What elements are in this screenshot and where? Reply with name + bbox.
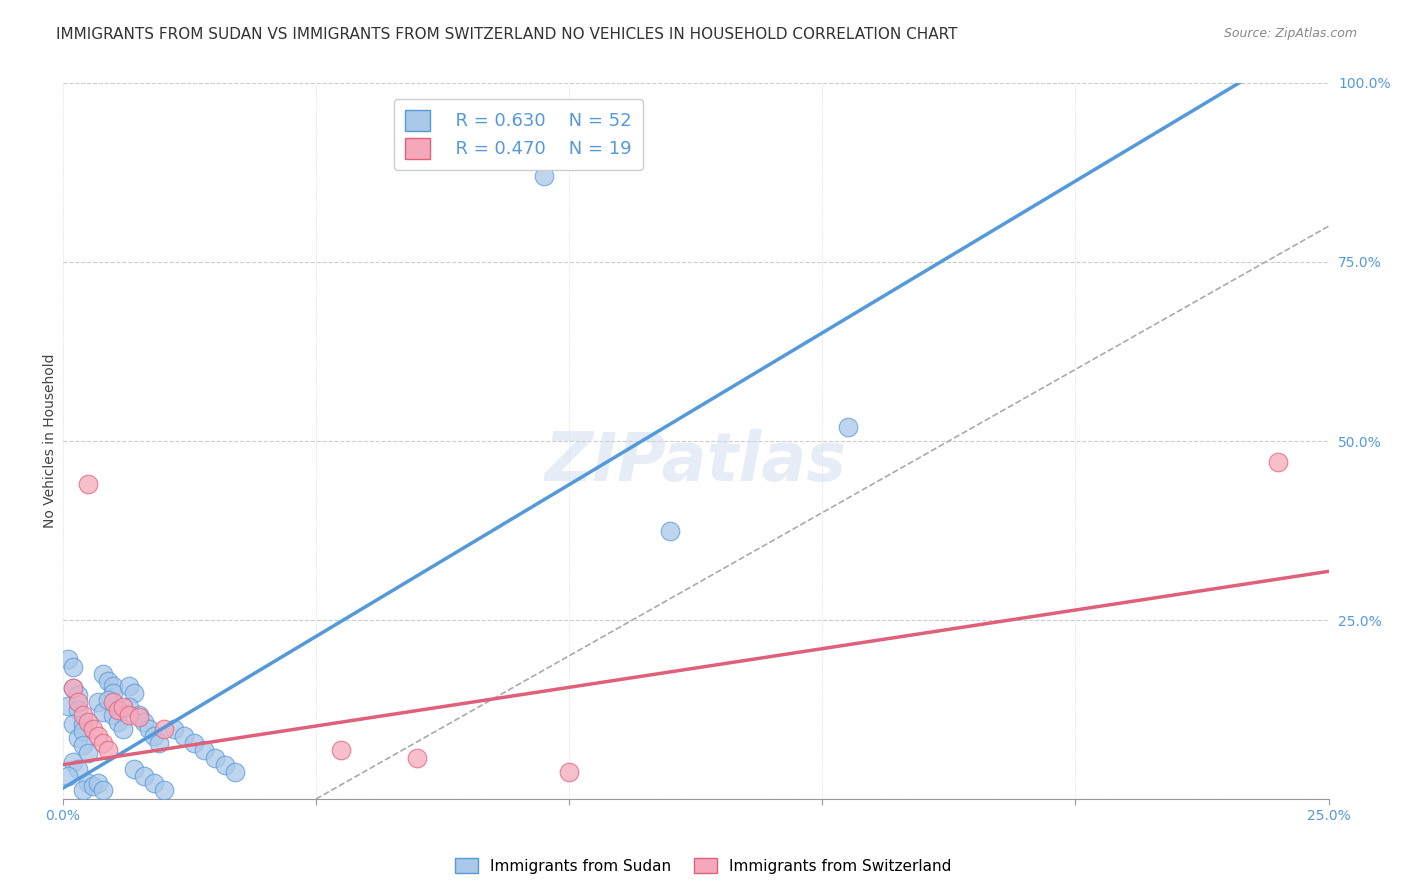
Text: Source: ZipAtlas.com: Source: ZipAtlas.com — [1223, 27, 1357, 40]
Point — [82, 779, 104, 793]
Point — [91, 783, 114, 797]
Point — [107, 714, 129, 729]
Point — [97, 693, 120, 707]
Point — [66, 688, 89, 702]
Point — [97, 743, 120, 757]
Point — [56, 652, 79, 666]
Point — [72, 783, 94, 797]
Point — [117, 679, 139, 693]
Point — [56, 769, 79, 783]
Point — [163, 722, 186, 736]
Point — [66, 731, 89, 746]
Point — [117, 707, 139, 722]
Point — [72, 707, 94, 722]
Point — [128, 709, 150, 723]
Point — [193, 743, 215, 757]
Point — [66, 702, 89, 716]
Point — [1267, 455, 1289, 469]
Point — [62, 681, 84, 695]
Point — [153, 722, 176, 736]
Point — [72, 724, 94, 739]
Legend:   R = 0.630    N = 52,   R = 0.470    N = 19: R = 0.630 N = 52, R = 0.470 N = 19 — [394, 99, 643, 169]
Point — [97, 673, 120, 688]
Point — [173, 729, 195, 743]
Point — [72, 717, 94, 731]
Point — [66, 695, 89, 709]
Point — [112, 700, 135, 714]
Point — [330, 743, 353, 757]
Point — [837, 419, 859, 434]
Point — [122, 762, 145, 776]
Point — [183, 736, 205, 750]
Point — [132, 769, 155, 783]
Point — [66, 762, 89, 776]
Text: IMMIGRANTS FROM SUDAN VS IMMIGRANTS FROM SWITZERLAND NO VEHICLES IN HOUSEHOLD CO: IMMIGRANTS FROM SUDAN VS IMMIGRANTS FROM… — [56, 27, 957, 42]
Point — [77, 477, 100, 491]
Point — [122, 686, 145, 700]
Point — [56, 698, 79, 713]
Point — [112, 722, 135, 736]
Point — [153, 783, 176, 797]
Point — [77, 776, 100, 790]
Point — [87, 729, 110, 743]
Point — [103, 695, 125, 709]
Point — [224, 764, 246, 779]
Point — [62, 755, 84, 769]
Legend: Immigrants from Sudan, Immigrants from Switzerland: Immigrants from Sudan, Immigrants from S… — [449, 852, 957, 880]
Point — [533, 169, 555, 183]
Point — [132, 714, 155, 729]
Point — [62, 717, 84, 731]
Point — [142, 729, 165, 743]
Point — [148, 736, 170, 750]
Point — [107, 702, 129, 716]
Point — [103, 707, 125, 722]
Point — [62, 681, 84, 695]
Point — [103, 679, 125, 693]
Point — [117, 700, 139, 714]
Point — [91, 666, 114, 681]
Point — [142, 776, 165, 790]
Point — [406, 750, 429, 764]
Point — [659, 524, 682, 538]
Point — [558, 764, 581, 779]
Point — [87, 695, 110, 709]
Point — [91, 736, 114, 750]
Y-axis label: No Vehicles in Household: No Vehicles in Household — [44, 354, 58, 528]
Point — [214, 757, 236, 772]
Point — [91, 705, 114, 719]
Point — [77, 746, 100, 760]
Text: ZIPatlas: ZIPatlas — [544, 429, 846, 495]
Point — [62, 659, 84, 673]
Point — [204, 750, 226, 764]
Point — [87, 776, 110, 790]
Point — [72, 739, 94, 753]
Point — [82, 722, 104, 736]
Point — [138, 722, 160, 736]
Point — [128, 707, 150, 722]
Point — [77, 714, 100, 729]
Point — [103, 686, 125, 700]
